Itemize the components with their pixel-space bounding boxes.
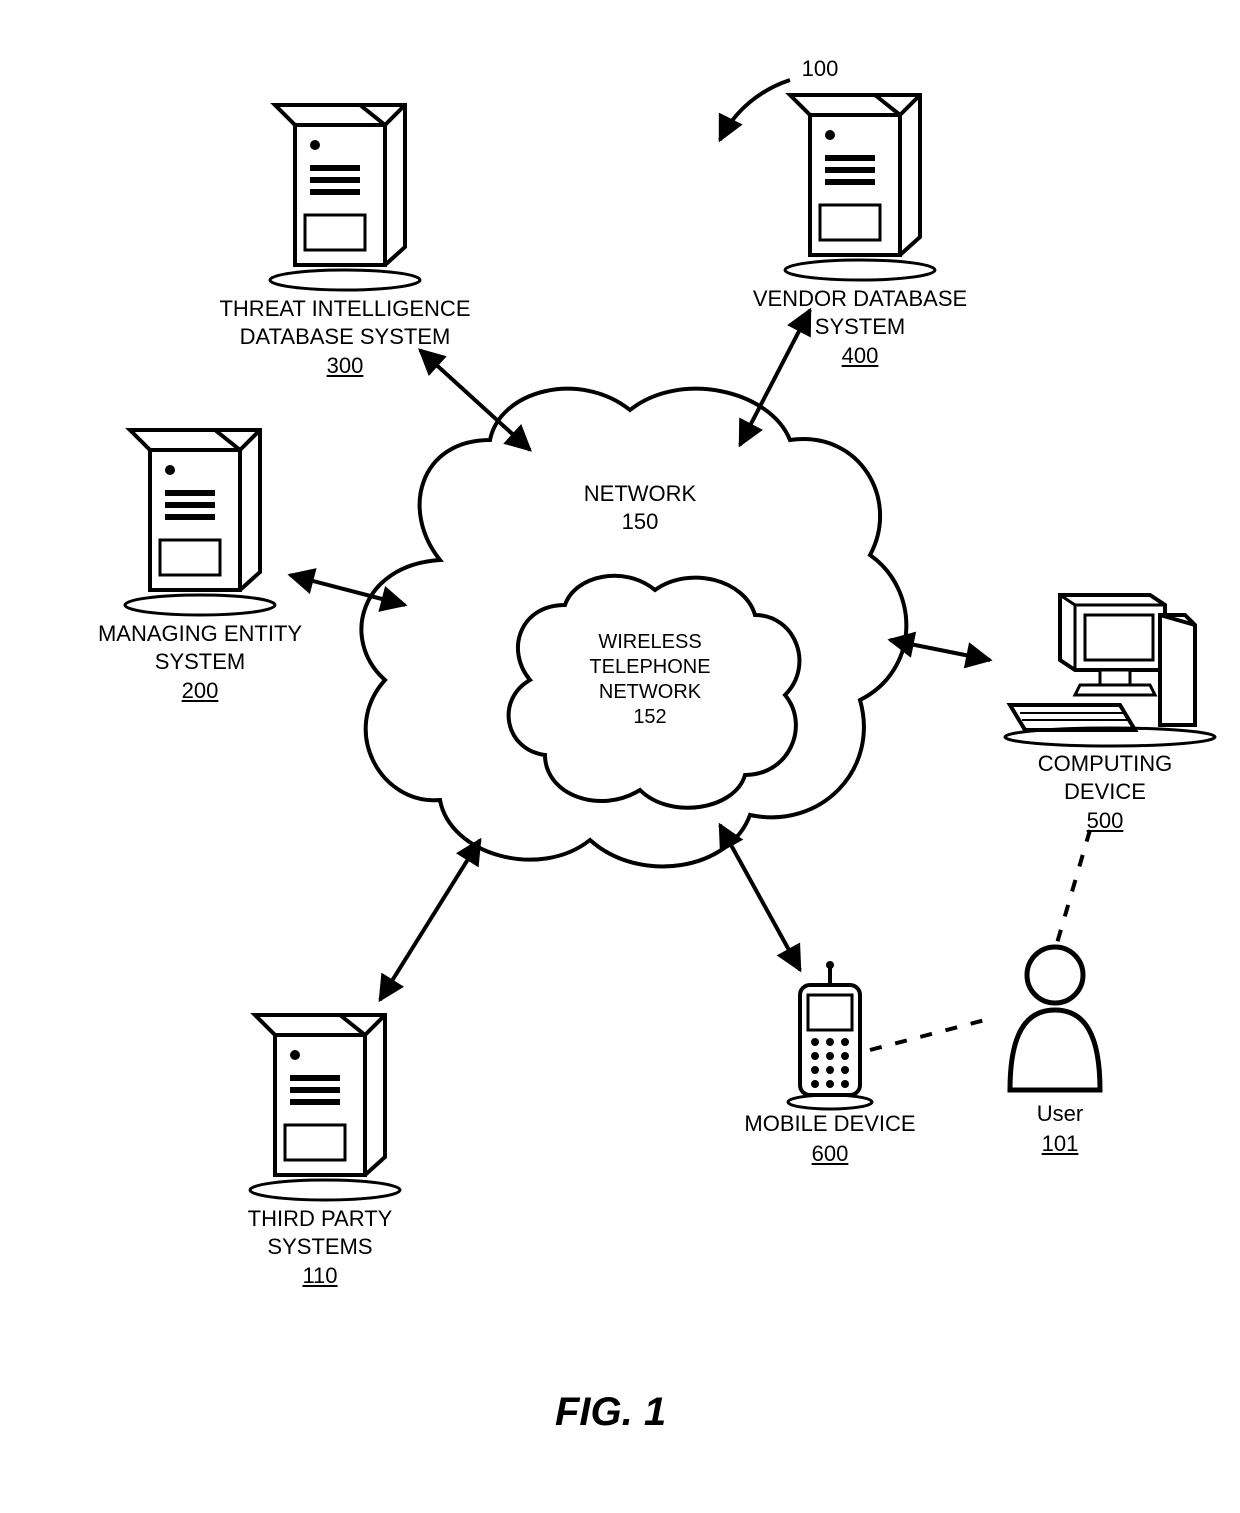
server-vendor	[785, 95, 935, 280]
dash-user-mobile	[870, 1020, 985, 1050]
conn-thirdparty	[380, 840, 480, 1000]
wireless-label: WIRELESS TELEPHONE NETWORK 152	[565, 630, 735, 730]
mobile-label: MOBILE DEVICE 600	[730, 1110, 930, 1167]
threat-label: THREAT INTELLIGENCE DATABASE SYSTEM 300	[215, 295, 475, 380]
server-managing	[125, 430, 275, 615]
managing-label: MANAGING ENTITY SYSTEM 200	[90, 620, 310, 705]
server-threat	[270, 105, 420, 290]
computing-device-icon	[1005, 595, 1215, 746]
dash-user-computing	[1055, 830, 1090, 950]
diagram-canvas: 100 NETWORK 150 WIRELESS TELEPHONE NETWO…	[0, 0, 1240, 1513]
conn-computing	[890, 640, 990, 660]
network-label: NETWORK 150	[560, 480, 720, 535]
user-label: User 101	[1000, 1100, 1120, 1157]
user-icon	[1010, 947, 1100, 1090]
server-thirdparty	[250, 1015, 400, 1200]
thirdparty-label: THIRD PARTY SYSTEMS 110	[230, 1205, 410, 1290]
figure-caption: FIG. 1	[555, 1390, 666, 1435]
ref-100: 100	[790, 55, 850, 83]
mobile-device-icon	[788, 961, 872, 1109]
ref-callout-100	[720, 80, 790, 140]
conn-mobile	[720, 825, 800, 970]
vendor-label: VENDOR DATABASE SYSTEM 400	[735, 285, 985, 370]
computing-label: COMPUTING DEVICE 500	[1020, 750, 1190, 835]
